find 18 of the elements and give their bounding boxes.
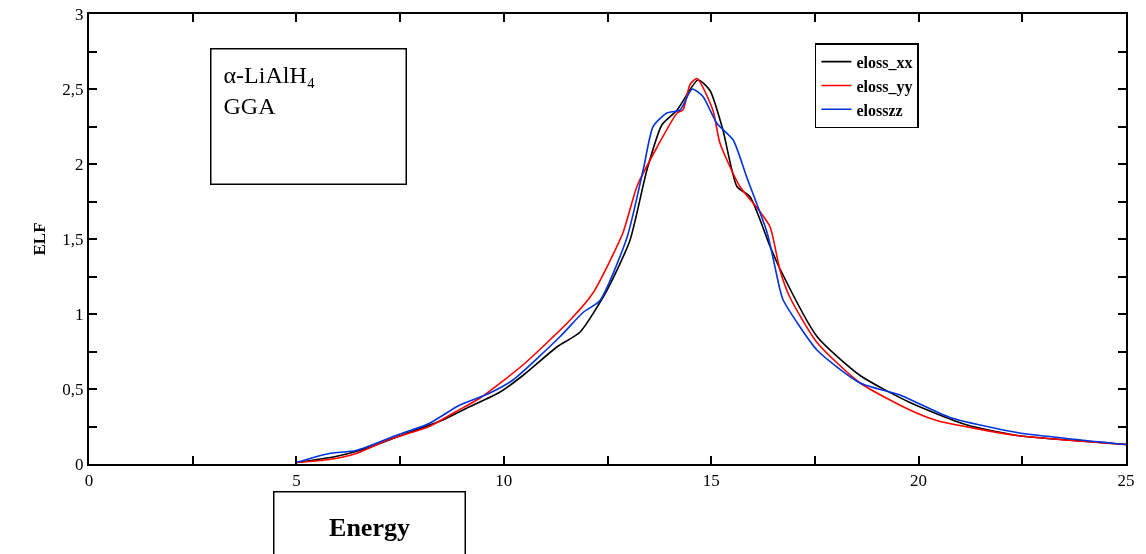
y-tick-label: 1 — [75, 304, 84, 324]
y-tick-label: 1,5 — [62, 229, 84, 249]
x-tick-label: 10 — [495, 471, 513, 491]
legend-label: eloss_yy — [856, 77, 913, 96]
x-tick-label: 20 — [910, 471, 928, 491]
y-tick-label: 0 — [75, 454, 84, 474]
y-tick-label: 2 — [75, 154, 84, 174]
x-tick-label: 15 — [702, 471, 720, 491]
x-axis-title: Energy — [329, 513, 410, 542]
legend-label: elosszz — [856, 101, 903, 119]
x-tick-label: 5 — [292, 471, 301, 491]
y-tick-label: 2,5 — [62, 79, 84, 99]
y-tick-label: 3 — [75, 4, 84, 24]
y-axis-title: ELF — [30, 222, 50, 256]
y-tick-label: 0,5 — [62, 379, 84, 399]
x-tick-label: 25 — [1117, 471, 1135, 491]
legend-label: eloss_xx — [856, 53, 913, 71]
annotation: α-LiAlH₄ GGA — [223, 61, 316, 119]
